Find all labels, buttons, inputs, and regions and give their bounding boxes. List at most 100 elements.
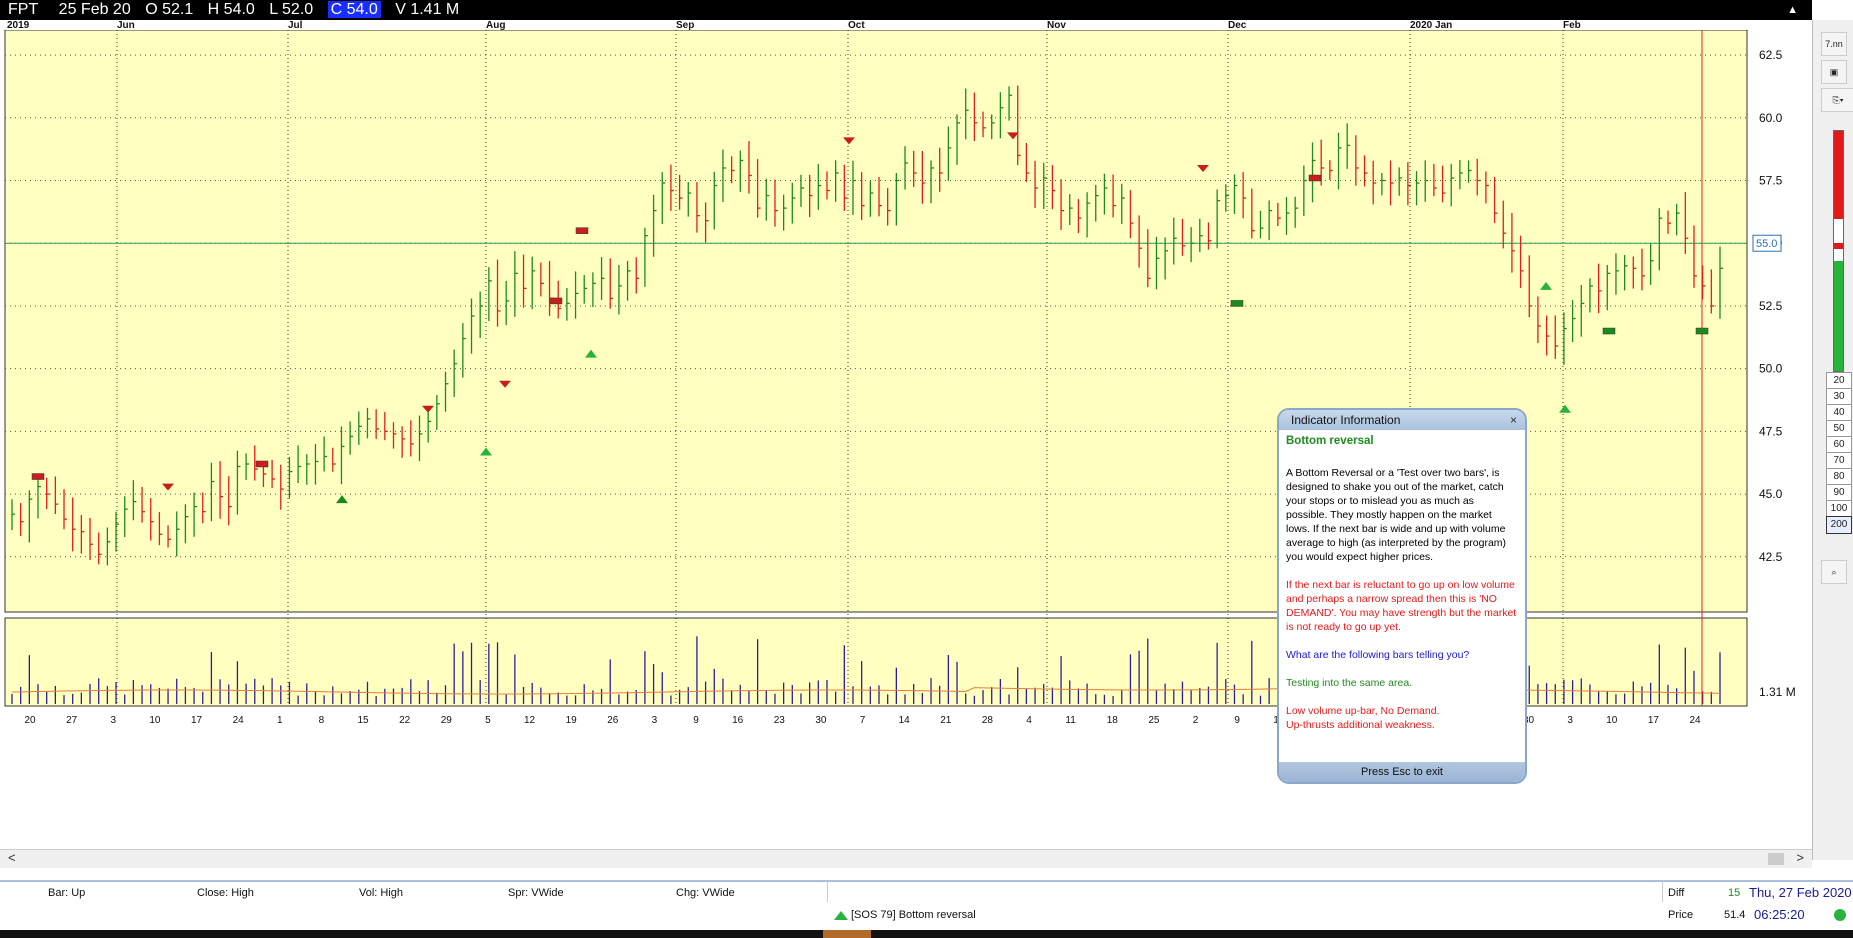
date-tick-label: 3 (110, 715, 116, 726)
popup-header: Indicator Information × (1279, 410, 1525, 430)
date-tick-label: 20 (24, 715, 36, 726)
y-tick-label: 45.0 (1759, 487, 1783, 501)
save-icon[interactable]: ▣ (1821, 60, 1847, 84)
popup-paragraph-3: What are the following bars telling you? (1286, 649, 1470, 661)
date-tick-label: 22 (399, 715, 411, 726)
zoom-level-200[interactable]: 200 (1826, 516, 1852, 534)
close-icon[interactable]: × (1509, 413, 1517, 427)
signal-marker (843, 137, 855, 145)
status-bar-type: Bar: Up (48, 887, 86, 899)
signal-marker (1308, 174, 1322, 182)
signal-marker (1540, 281, 1552, 290)
signal-marker (1007, 132, 1019, 140)
date-tick-label: 8 (319, 715, 325, 726)
date-tick-label: 18 (1107, 715, 1119, 726)
y-tick-label: 42.5 (1759, 550, 1783, 564)
y-tick-label: 47.5 (1759, 424, 1783, 438)
signal-marker (1230, 300, 1244, 307)
status-close: Close: High (197, 887, 254, 899)
date-tick-label: 3 (1567, 715, 1573, 726)
month-label: Sep (676, 20, 694, 31)
date-tick-label: 25 (1148, 715, 1160, 726)
scroll-left-icon[interactable]: < (8, 850, 16, 865)
month-label: Jul (288, 20, 303, 31)
y-tick-label: 50.0 (1759, 362, 1783, 376)
signal-text[interactable]: [SOS 79] Bottom reversal (851, 909, 976, 921)
low-label: L 52.0 (269, 1, 314, 18)
indicator-info-popup: Indicator Information × Bottom reversal … (1277, 408, 1527, 784)
date-tick-label: 15 (357, 715, 369, 726)
scroll-right-icon[interactable]: > (1796, 850, 1804, 865)
decimal-format-button[interactable]: 7.nn (1821, 32, 1847, 56)
volume-label: V 1.41 M (395, 1, 460, 18)
signal-marker (499, 380, 511, 388)
date-tick-label: 9 (693, 715, 699, 726)
date-tick-label: 11 (1065, 715, 1076, 726)
instrument-header: FPT 25 Feb 20 O 52.1 H 54.0 L 52.0 C 54.… (0, 0, 1812, 20)
popup-paragraph-4: Testing into the same area. (1286, 677, 1413, 689)
price-chart[interactable]: 2019 Jun Jul Aug Sep Oct Nov Dec 2020 Jan Feb62.5… (0, 20, 1812, 849)
date-tick-label: 27 (66, 715, 78, 726)
zoom-icon[interactable]: ⌕ (1821, 560, 1847, 584)
date-tick-label: 23 (774, 715, 786, 726)
copy-icon[interactable]: ⎘▾ (1821, 88, 1853, 112)
month-label: Jun (117, 20, 135, 31)
popup-title: Indicator Information (1291, 413, 1401, 427)
signal-marker (1197, 164, 1209, 172)
date-tick-label: 19 (566, 715, 578, 726)
popup-heading: Bottom reversal (1286, 435, 1374, 447)
date-tick-label: 17 (191, 715, 203, 726)
open-label: O 52.1 (145, 1, 194, 18)
signal-marker (1559, 404, 1571, 413)
date-tick-label: 21 (940, 715, 952, 726)
close-label: C 54.0 (327, 1, 381, 18)
signal-marker (31, 473, 45, 480)
current-price-label: 55.0 (1756, 238, 1777, 250)
zoom-level-60[interactable]: 60 (1826, 436, 1852, 454)
taskbar-strip (0, 930, 1853, 938)
diff-label: Diff (1668, 887, 1685, 899)
month-label: Aug (486, 20, 505, 31)
signal-marker (480, 447, 492, 456)
date-label: 25 Feb 20 (58, 1, 131, 18)
popup-paragraph-1: A Bottom Reversal or a 'Test over two ba… (1286, 467, 1507, 563)
connection-icon (1834, 909, 1846, 921)
price-label: Price (1668, 909, 1694, 921)
popup-footer[interactable]: Press Esc to exit (1279, 762, 1525, 782)
horizontal-scrollbar[interactable]: < > (0, 849, 1812, 868)
y-tick-label: 57.5 (1759, 174, 1783, 188)
status-vol: Vol: High (359, 887, 404, 899)
y-tick-label: 52.5 (1759, 299, 1783, 313)
date-tick-label: 29 (441, 715, 453, 726)
month-strip (5, 20, 1747, 30)
date-tick-label: 4 (1026, 715, 1032, 726)
signal-marker (1695, 327, 1709, 335)
date-tick-label: 10 (1606, 715, 1618, 726)
scroll-thumb[interactable] (1768, 853, 1784, 865)
date-tick-label: 17 (1648, 715, 1660, 726)
date-tick-label: 28 (982, 715, 994, 726)
month-label: Dec (1228, 20, 1247, 31)
popup-paragraph-5b: Up-thrusts additional weakness. (1286, 719, 1435, 731)
symbol-label: FPT (8, 1, 39, 18)
date-tick-label: 16 (732, 715, 744, 726)
date-tick-label: 7 (860, 715, 866, 726)
date-tick-label: 14 (899, 715, 911, 726)
signal-marker (575, 227, 589, 234)
date-tick-label: 30 (1523, 715, 1535, 726)
scroll-up-icon[interactable]: ▲ (1787, 4, 1798, 16)
year-label: 2019 (7, 20, 30, 31)
date-tick-label: 1 (277, 715, 283, 726)
current-price-box (1752, 234, 1782, 252)
date-tick-label: 30 (815, 715, 827, 726)
signal-triangle-icon (834, 911, 848, 920)
popup-paragraph-2: If the next bar is reluctant to go up on… (1286, 579, 1517, 633)
price-value: 51.4 (1724, 909, 1746, 921)
diff-value: 15 (1728, 887, 1741, 899)
status-change: Chg: VWide (676, 887, 735, 899)
volume-axis-label: 1.31 M (1759, 685, 1796, 699)
date-tick-label: 10 (149, 715, 161, 726)
high-label: H 54.0 (207, 1, 255, 18)
month-label: 2020 Jan (1410, 20, 1452, 31)
date-tick-label: 26 (607, 715, 619, 726)
